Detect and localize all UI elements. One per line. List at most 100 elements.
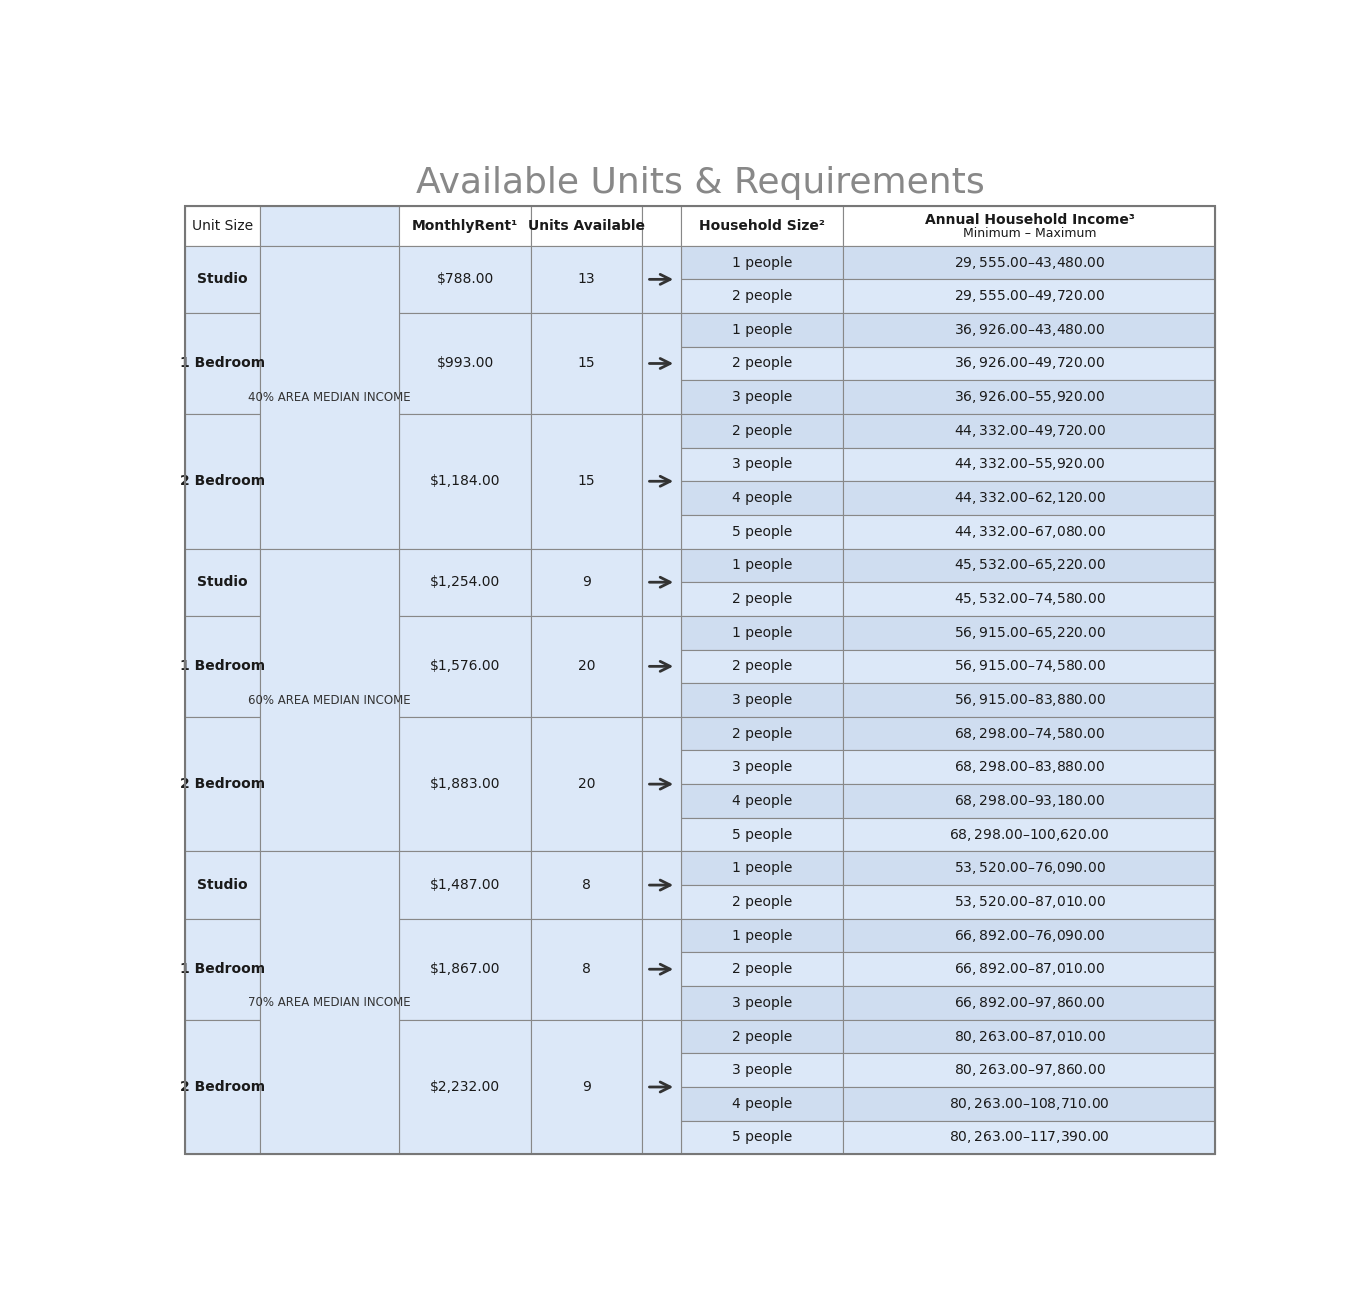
Bar <box>680 750 843 784</box>
Text: $44,332.00–$49,720.00: $44,332.00–$49,720.00 <box>953 422 1105 438</box>
Text: $1,487.00: $1,487.00 <box>430 878 500 892</box>
Bar <box>260 205 399 246</box>
Text: $1,184.00: $1,184.00 <box>430 474 500 488</box>
Text: 4 people: 4 people <box>732 794 792 808</box>
Text: 2 people: 2 people <box>732 1029 792 1044</box>
Bar <box>399 1020 531 1154</box>
Text: $29,555.00–$43,480.00: $29,555.00–$43,480.00 <box>953 254 1105 271</box>
Text: 1 people: 1 people <box>732 861 792 875</box>
Bar <box>184 851 260 919</box>
Text: $1,576.00: $1,576.00 <box>430 659 500 674</box>
Bar <box>843 1053 1216 1087</box>
Bar <box>642 549 680 616</box>
Bar <box>531 313 642 415</box>
Text: 20: 20 <box>578 659 596 674</box>
Bar <box>680 1020 843 1053</box>
Bar <box>680 717 843 750</box>
Bar <box>680 482 843 515</box>
Text: Minimum – Maximum: Minimum – Maximum <box>963 228 1096 241</box>
Text: $66,892.00–$87,010.00: $66,892.00–$87,010.00 <box>953 961 1105 978</box>
Text: 1 people: 1 people <box>732 255 792 270</box>
Bar <box>843 549 1216 582</box>
Bar <box>642 919 680 1020</box>
Bar <box>843 415 1216 447</box>
Bar <box>531 1020 642 1154</box>
Text: 9: 9 <box>582 575 591 590</box>
Text: 1 people: 1 people <box>732 625 792 640</box>
Bar <box>399 717 531 851</box>
Text: $68,298.00–$74,580.00: $68,298.00–$74,580.00 <box>953 725 1105 742</box>
Text: $2,232.00: $2,232.00 <box>430 1080 500 1094</box>
Text: 2 Bedroom: 2 Bedroom <box>180 778 265 791</box>
Text: 4 people: 4 people <box>732 491 792 505</box>
Bar <box>184 919 260 1020</box>
Bar <box>680 784 843 817</box>
Bar <box>680 415 843 447</box>
Bar <box>843 784 1216 817</box>
Bar <box>680 683 843 717</box>
Bar <box>531 616 642 717</box>
Text: Studio: Studio <box>197 878 247 892</box>
Bar <box>843 582 1216 616</box>
Bar <box>843 482 1216 515</box>
Text: $80,263.00–$97,860.00: $80,263.00–$97,860.00 <box>953 1062 1105 1078</box>
Bar <box>680 986 843 1020</box>
Text: $56,915.00–$65,220.00: $56,915.00–$65,220.00 <box>953 625 1105 641</box>
Text: $45,532.00–$74,580.00: $45,532.00–$74,580.00 <box>953 591 1105 607</box>
Bar <box>843 1087 1216 1121</box>
Bar <box>642 851 680 919</box>
Text: $1,883.00: $1,883.00 <box>430 778 500 791</box>
Bar <box>843 817 1216 851</box>
Text: $36,926.00–$55,920.00: $36,926.00–$55,920.00 <box>953 390 1105 405</box>
Text: $788.00: $788.00 <box>437 272 494 287</box>
Text: 2 people: 2 people <box>732 357 792 371</box>
Bar <box>843 447 1216 482</box>
Bar <box>680 650 843 683</box>
Text: $36,926.00–$43,480.00: $36,926.00–$43,480.00 <box>953 322 1105 338</box>
Text: $29,555.00–$49,720.00: $29,555.00–$49,720.00 <box>953 288 1105 304</box>
Text: 1 Bedroom: 1 Bedroom <box>180 659 265 674</box>
Text: 1 people: 1 people <box>732 929 792 942</box>
Bar <box>531 717 642 851</box>
Bar <box>399 313 531 415</box>
Bar <box>642 1020 680 1154</box>
Text: 2 people: 2 people <box>732 962 792 976</box>
Bar <box>843 650 1216 683</box>
Bar <box>843 515 1216 549</box>
Text: 2 Bedroom: 2 Bedroom <box>180 1080 265 1094</box>
Bar <box>531 549 642 616</box>
Bar <box>843 886 1216 919</box>
Bar <box>399 616 531 717</box>
Text: $1,867.00: $1,867.00 <box>430 962 500 976</box>
Bar <box>680 279 843 313</box>
Bar <box>531 851 642 919</box>
Text: 13: 13 <box>578 272 596 287</box>
Text: MonthlyRent¹: MonthlyRent¹ <box>413 218 518 233</box>
Text: 1 Bedroom: 1 Bedroom <box>180 357 265 371</box>
Text: 15: 15 <box>578 474 596 488</box>
Bar <box>680 1053 843 1087</box>
Bar <box>680 616 843 650</box>
Text: 5 people: 5 people <box>732 828 792 842</box>
Bar <box>680 953 843 986</box>
Text: 1 Bedroom: 1 Bedroom <box>180 962 265 976</box>
Text: 3 people: 3 people <box>732 694 792 707</box>
Bar <box>680 919 843 953</box>
Text: $45,532.00–$65,220.00: $45,532.00–$65,220.00 <box>953 558 1105 574</box>
Text: Studio: Studio <box>197 575 247 590</box>
Text: $36,926.00–$49,720.00: $36,926.00–$49,720.00 <box>953 355 1105 371</box>
Bar <box>843 205 1216 246</box>
Bar <box>260 851 399 1154</box>
Bar <box>642 415 680 549</box>
Bar <box>843 616 1216 650</box>
Bar <box>260 549 399 851</box>
Text: 3 people: 3 people <box>732 458 792 471</box>
Text: 2 people: 2 people <box>732 592 792 607</box>
Text: 1 people: 1 people <box>732 322 792 337</box>
Text: Studio: Studio <box>197 272 247 287</box>
Text: 3 people: 3 people <box>732 996 792 1009</box>
Text: Unit Size: Unit Size <box>191 218 253 233</box>
Text: $993.00: $993.00 <box>437 357 494 371</box>
Text: 2 Bedroom: 2 Bedroom <box>180 474 265 488</box>
Bar <box>843 246 1216 279</box>
